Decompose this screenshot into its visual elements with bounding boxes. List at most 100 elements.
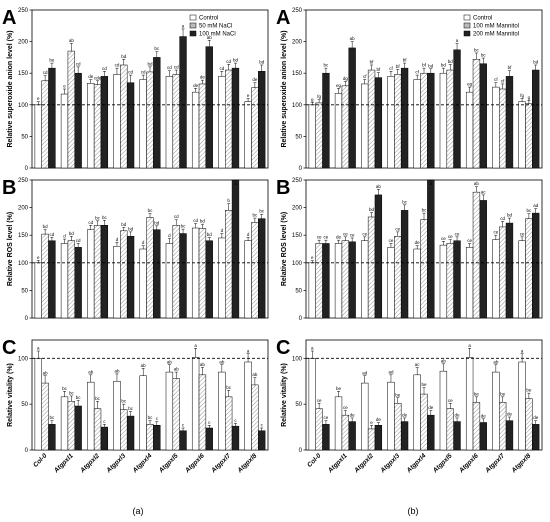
legend-swatch [189,22,197,29]
bar-Atgpxl3-0 [387,76,395,169]
significance-label: a [37,346,40,351]
bar-Col-0-0 [34,358,42,451]
significance-label: cd [76,61,81,66]
significance-label: bd [147,61,153,66]
bar-Atgpxl3-1 [394,403,402,451]
significance-label: cd [76,238,81,243]
significance-label: be [526,388,532,393]
y-tick-label: 50 [21,134,28,140]
significance-label: cde [94,75,102,80]
y-axis-label: Relative ROS level (%) [7,212,14,286]
significance-label: ce [343,231,348,236]
significance-label: bd [507,213,513,218]
significance-label: dg [343,76,349,81]
bar-Atgpxl5-2 [453,240,461,319]
significance-label: a [234,181,237,186]
bar-Col-0-0 [308,104,316,169]
legend-entry: 100 mM Mannitol [473,24,519,30]
bar-Atgpxl3-0 [113,74,121,169]
bar-Atgpxl8-1 [525,218,533,319]
significance-label: a [194,343,197,348]
bar-Atgpxl4-1 [146,217,154,319]
bar-Atgpxl5-2 [453,49,461,169]
bar-Col-0-0 [34,104,42,169]
significance-label: c [103,419,106,424]
bar-Atgpxl6-2 [205,46,213,169]
significance-label: be [421,382,427,387]
significance-label: bd [369,207,375,212]
bar-Atgpxl8-1 [251,222,259,319]
y-tick-label: 0 [25,448,29,454]
significance-label: bc [148,415,154,420]
significance-label: c [208,420,211,425]
significance-label: cf [494,77,498,82]
y-tick-label: 250 [18,8,29,14]
bar-Atgpxl1-2 [74,405,82,451]
category-label: Atgpxl1 [52,452,75,475]
significance-label: bc [148,208,154,213]
bar-Atgpxl3-0 [387,247,395,319]
significance-label: cd [226,59,231,64]
bar-Atgpxl8-2 [532,212,540,319]
bar-Atgpxl2-1 [367,216,376,319]
significance-label: cd [102,66,107,71]
significance-label: cd [219,66,224,71]
bar-Atgpxl6-0 [465,247,474,319]
bar-Atgpxl5-1 [172,74,180,169]
significance-label: ab [441,358,447,363]
bar-Atgpxl1-1 [341,414,349,451]
y-tick-label: 150 [292,71,303,77]
y-axis-label: Relative vitality (%) [7,363,14,427]
y-axis-label: Relative ROS level (%) [281,212,288,286]
bar-Atgpxl4-2 [153,229,161,319]
bar-Atgpxl8-2 [258,218,266,319]
legend-entry: 200 mM Mannitol [473,32,519,38]
legend-swatch [463,22,471,29]
bar-Atgpxl4-0 [413,79,421,169]
significance-label: e [63,84,66,89]
bar-Atgpxl5-1 [446,243,454,319]
bar-Col-0-0 [34,262,42,319]
significance-label: cd [50,232,55,237]
bar-Col-0-2 [48,424,56,451]
bar-Atgpxl5-0 [165,371,174,451]
legend-swatch [189,14,197,21]
bar-Atgpxl2-0 [87,381,95,451]
significance-label: cd [128,70,133,75]
category-label: Col-0 [32,452,49,469]
bar-Atgpxl8-2 [532,424,540,451]
bar-Atgpxl5-1 [446,408,454,451]
bar-Atgpxl4-1 [420,219,428,319]
bar-Atgpxl8-2 [258,430,266,451]
significance-label: ab [167,359,173,364]
bar-Col-0-1 [315,102,323,169]
significance-label: bf [376,67,381,72]
significance-label: de [533,415,539,420]
bar-Atgpxl2-1 [93,84,102,169]
bar-Atgpxl2-1 [93,408,102,451]
bar-Atgpxl1-2 [74,247,82,319]
bar-Atgpxl8-2 [258,71,266,169]
significance-label: de [415,240,421,245]
bar-Atgpxl8-0 [518,361,526,451]
caption-right: (b) [408,506,419,516]
y-tick-label: 100 [292,261,303,267]
bar-Atgpxl4-0 [413,248,421,319]
bar-Atgpxl7-0 [492,86,500,169]
bar-Atgpxl4-1 [146,71,154,169]
bar-Atgpxl7-2 [231,425,240,451]
bar-Col-0-1 [315,243,323,319]
bar-Atgpxl6-2 [479,63,487,169]
category-label: Atgpxl1 [326,452,349,475]
bar-Atgpxl1-0 [334,243,343,319]
y-tick-label: 200 [18,40,29,46]
significance-label: ab [219,359,225,364]
significance-label: ab [474,181,480,186]
significance-label: d [168,233,171,238]
bar-Atgpxl2-2 [374,77,383,169]
category-label: Atgpxl8 [236,452,259,475]
significance-label: bf [403,58,408,63]
significance-label: d [142,240,145,245]
bar-Atgpxl3-1 [394,74,402,169]
